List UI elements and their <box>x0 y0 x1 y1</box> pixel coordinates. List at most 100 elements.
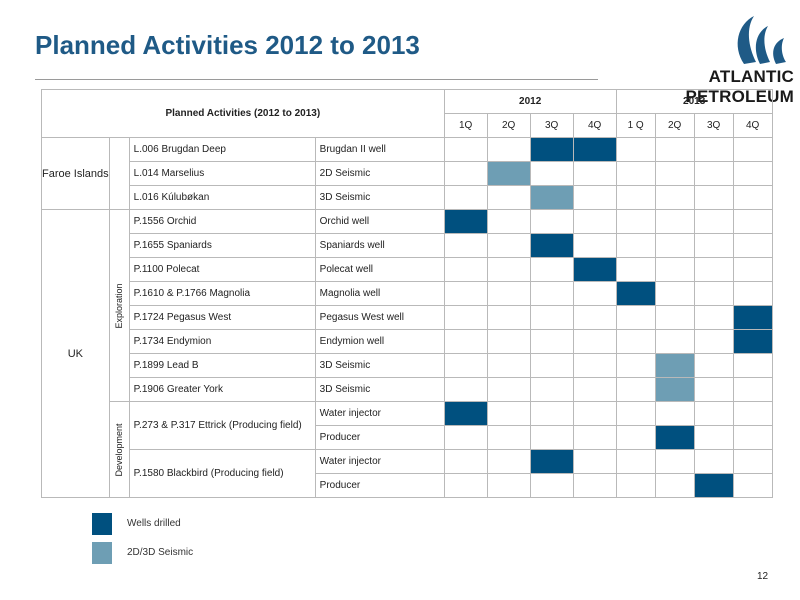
title-divider <box>35 79 598 80</box>
quarter-cell <box>654 305 695 330</box>
quarter-cell <box>486 401 531 426</box>
quarter-cell <box>615 449 656 474</box>
license-cell: P.1655 Spaniards <box>128 233 316 258</box>
license-cell: P.1100 Polecat <box>128 257 316 282</box>
quarter-cell <box>732 137 773 162</box>
quarter-cell <box>486 137 531 162</box>
quarter-cell <box>486 233 531 258</box>
quarter-cell <box>615 401 656 426</box>
table-row: P.1100 Polecat Polecat well <box>42 257 773 282</box>
quarter-cell <box>443 185 488 210</box>
activity-cell: Spaniards well <box>314 233 445 258</box>
quarter-cell <box>615 257 656 282</box>
quarter-cell <box>572 329 617 354</box>
quarter-cell <box>486 305 531 330</box>
table-row: P.1734 Endymion Endymion well <box>42 329 773 354</box>
quarter-cell <box>693 449 734 474</box>
quarter-cell <box>732 281 773 306</box>
quarter-cell <box>529 473 574 498</box>
quarter-cell <box>693 137 734 162</box>
legend-label: 2D/3D Seismic <box>127 547 194 558</box>
page-number: 12 <box>757 571 769 582</box>
quarter-cell <box>654 473 695 498</box>
table-row: UK Exploration P.1556 Orchid Orchid well <box>41 209 773 498</box>
legend-swatch <box>92 542 112 564</box>
quarter-cell <box>529 209 574 234</box>
quarter-cell <box>732 257 773 282</box>
quarter-cell <box>443 161 488 186</box>
quarter-cell <box>693 161 734 186</box>
activity-cell: Pegasus West well <box>314 305 445 330</box>
quarter-cell <box>443 377 488 402</box>
legend-label: Wells drilled <box>127 518 181 529</box>
table-row: L.014 Marselius 2D Seismic <box>42 161 773 186</box>
table-row: Producer <box>42 425 773 450</box>
quarter-cell <box>693 425 734 450</box>
well-activity-cell <box>443 209 488 234</box>
quarter-cell <box>572 473 617 498</box>
quarter-cell <box>572 401 617 426</box>
quarter-cell <box>732 377 773 402</box>
quarter-cell <box>486 329 531 354</box>
seismic-activity-cell <box>486 161 531 186</box>
well-activity-cell <box>529 449 574 474</box>
quarter-cell <box>654 329 695 354</box>
table-row: P.1610 & P.1766 Magnolia Magnolia well <box>42 281 773 306</box>
table-row: P.1906 Greater York 3D Seismic <box>42 377 773 402</box>
seismic-activity-cell <box>654 377 695 402</box>
quarter-cell <box>693 401 734 426</box>
page-title: Planned Activities 2012 to 2013 <box>35 30 420 60</box>
quarter-cell <box>572 185 617 210</box>
legend-swatch <box>92 513 112 535</box>
quarter-header: 3Q <box>693 113 734 138</box>
quarter-cell <box>529 161 574 186</box>
quarter-cell <box>654 161 695 186</box>
quarter-cell <box>486 449 531 474</box>
quarter-header: 4Q <box>572 113 617 138</box>
year-2012-header: 2012 <box>443 89 617 114</box>
activity-cell: Magnolia well <box>314 281 445 306</box>
quarter-cell <box>529 353 574 378</box>
quarter-cell <box>443 329 488 354</box>
activity-cell: Producer <box>314 425 445 450</box>
well-activity-cell <box>529 137 574 162</box>
quarter-cell <box>654 233 695 258</box>
well-activity-cell <box>732 329 773 354</box>
quarter-cell <box>443 425 488 450</box>
quarter-cell <box>693 281 734 306</box>
quarter-cell <box>693 305 734 330</box>
activity-cell: Orchid well <box>314 209 445 234</box>
license-cell: P.1724 Pegasus West <box>128 305 316 330</box>
table-row: P.1655 Spaniards Spaniards well <box>42 233 773 258</box>
quarter-cell <box>486 425 531 450</box>
activity-cell: Water injector <box>314 401 445 426</box>
quarter-header: 2Q <box>486 113 531 138</box>
well-activity-cell <box>693 473 734 498</box>
group-label-cell <box>108 137 130 210</box>
license-cell: P.1734 Endymion <box>128 329 316 354</box>
quarter-cell <box>572 233 617 258</box>
quarter-cell <box>443 137 488 162</box>
activity-cell: Producer <box>314 473 445 498</box>
quarter-cell <box>654 449 695 474</box>
quarter-cell <box>732 161 773 186</box>
quarter-cell <box>615 233 656 258</box>
quarter-cell <box>572 209 617 234</box>
table-row: P.1724 Pegasus West Pegasus West well <box>42 305 773 330</box>
license-cell: L.006 Brugdan Deep <box>128 137 316 162</box>
quarter-cell <box>732 185 773 210</box>
well-activity-cell <box>529 233 574 258</box>
quarter-cell <box>693 377 734 402</box>
group-label: Exploration <box>114 282 125 329</box>
well-activity-cell <box>732 305 773 330</box>
license-cell: P.1556 Orchid <box>128 209 316 234</box>
wave-swirl-icon <box>737 16 786 64</box>
quarter-cell <box>529 329 574 354</box>
region-label: Faroe Islands <box>41 137 110 210</box>
license-cell: P.1906 Greater York <box>128 377 316 402</box>
quarter-cell <box>615 425 656 450</box>
well-activity-cell <box>572 257 617 282</box>
license-cell: P.1899 Lead B <box>128 353 316 378</box>
activity-cell: Brugdan II well <box>314 137 445 162</box>
license-cell: L.014 Marselius <box>128 161 316 186</box>
